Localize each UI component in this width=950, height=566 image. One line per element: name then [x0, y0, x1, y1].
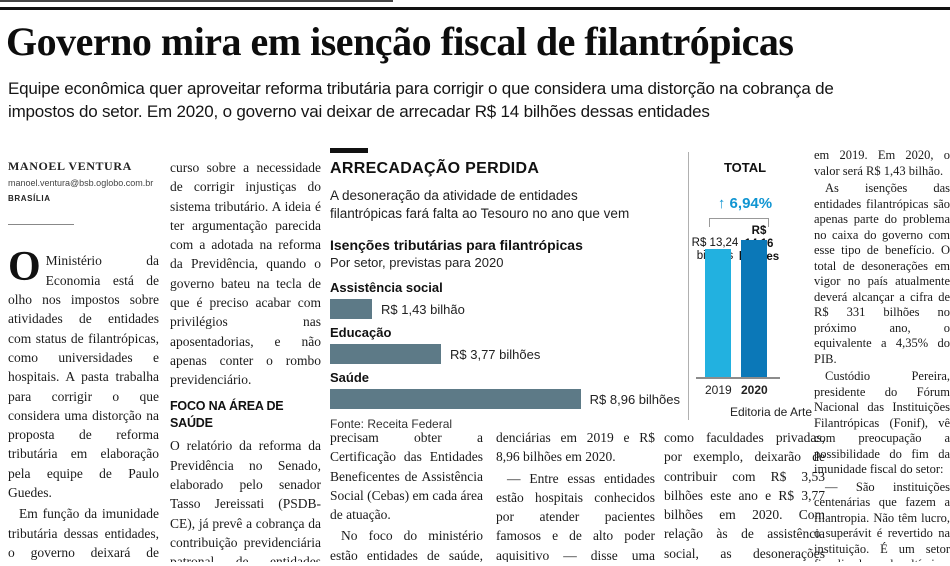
bar-category-label: Assistência social: [330, 280, 443, 296]
section-subhead: FOCO NA ÁREA DE SAÚDE: [170, 398, 284, 431]
text-column-5: como faculdades privadas, por exemplo, d…: [664, 428, 825, 562]
bar-value-label: R$ 8,96 bilhões: [589, 391, 680, 407]
column-bars-area: [696, 155, 816, 377]
bar-2020: [741, 240, 767, 377]
body-paragraph: precisam obter a Certificação das Entida…: [330, 430, 483, 523]
top-rule-thin: [0, 0, 393, 2]
bar-educacao: [330, 344, 441, 365]
paragraph-text: Ministério da Economia está de olho nos …: [8, 253, 159, 501]
bar-assistencia-social: [330, 299, 372, 320]
top-rule-thick: [0, 7, 950, 10]
x-tick-2020: 2020: [741, 383, 768, 397]
body-paragraph: — Entre essas entidades estão hospitais …: [496, 470, 655, 562]
infographic-arrecadacao-perdida: ARRECADAÇÃO PERDIDA A desoneração da ati…: [330, 148, 680, 431]
bar-2019: [705, 249, 731, 377]
total-chart-title: TOTAL: [723, 160, 767, 175]
body-paragraph: Em função da imunidade tributária dessas…: [8, 506, 159, 560]
bar-row-assistencia-social: Assistência social R$ 1,43 bilhão: [330, 280, 680, 320]
text-column-6: em 2019. Em 2020, o valor será R$ 1,43 b…: [814, 148, 950, 562]
body-paragraph: — São instituições centenárias que fazem…: [814, 479, 950, 563]
body-paragraph: como faculdades privadas, por exemplo, d…: [664, 430, 825, 561]
byline-author: MANOEL VENTURA: [8, 159, 132, 173]
percent-change-label: ↑ 6,94%: [717, 195, 773, 212]
body-paragraph: O relatório da reforma da Previdência no…: [170, 438, 321, 562]
body-paragraph: curso sobre a necessidade de corrigir in…: [170, 160, 321, 388]
body-paragraph: As isenções das entidades filantrópicas …: [814, 181, 950, 366]
drop-cap: O: [8, 244, 41, 291]
infographic-description: A desoneração da atividade de entidades …: [330, 188, 630, 222]
body-paragraph: em 2019. Em 2020, o valor será R$ 1,43 b…: [814, 148, 950, 178]
body-paragraph: No foco do ministério estão entidades de…: [330, 528, 483, 562]
deck-subheadline: Equipe econômica quer aproveitar reforma…: [8, 79, 834, 121]
byline-divider: [8, 224, 74, 226]
text-column-3: precisam obter a Certificação das Entida…: [330, 428, 483, 562]
bar-row-saude: Saúde R$ 8,96 bilhões: [330, 370, 680, 410]
infographic-kicker: ARRECADAÇÃO PERDIDA: [330, 160, 540, 177]
art-credit: Editoria de Arte: [729, 405, 812, 419]
byline-email: manoel.ventura@bsb.oglobo.com.br: [8, 178, 154, 189]
chart-title: Isenções tributárias para filantrópicas: [330, 237, 583, 254]
chart-subtitle: Por setor, previstas para 2020: [330, 255, 504, 271]
bar-category-label: Educação: [330, 325, 392, 341]
byline-location: BRASÍLIA: [8, 194, 51, 204]
headline: Governo mira em isenção fiscal de filant…: [6, 19, 794, 64]
bar-value-label: R$ 1,43 bilhão: [381, 301, 465, 317]
chart-source: Fonte: Receita Federal: [330, 417, 453, 432]
x-tick-2019: 2019: [705, 383, 732, 397]
x-axis-baseline: [696, 377, 780, 379]
byline: MANOEL VENTURA manoel.ventura@bsb.oglobo…: [8, 158, 159, 204]
body-paragraph: Custódio Pereira, presidente do Fórum Na…: [814, 369, 950, 476]
kicker-rule: [330, 148, 368, 153]
body-paragraph: denciárias em 2019 e R$ 8,96 bilhões em …: [496, 430, 655, 465]
text-column-4: denciárias em 2019 e R$ 8,96 bilhões em …: [496, 428, 655, 562]
bar-value-label: R$ 3,77 bilhões: [450, 346, 541, 362]
body-paragraph: O Ministério da Economia está de olho nos…: [8, 244, 159, 502]
bar-saude: [330, 389, 581, 410]
text-column-2: curso sobre a necessidade de corrigir in…: [170, 158, 321, 562]
vertical-divider: [688, 152, 689, 420]
text-column-1: MANOEL VENTURA manoel.ventura@bsb.oglobo…: [8, 158, 159, 562]
total-column-chart: TOTAL ↑ 6,94% R$ 13,24 bilhões R$ 14,16 …: [692, 155, 816, 425]
bar-category-label: Saúde: [330, 370, 370, 386]
bar-row-educacao: Educação R$ 3,77 bilhões: [330, 325, 680, 365]
bracket-connector: [709, 218, 769, 227]
